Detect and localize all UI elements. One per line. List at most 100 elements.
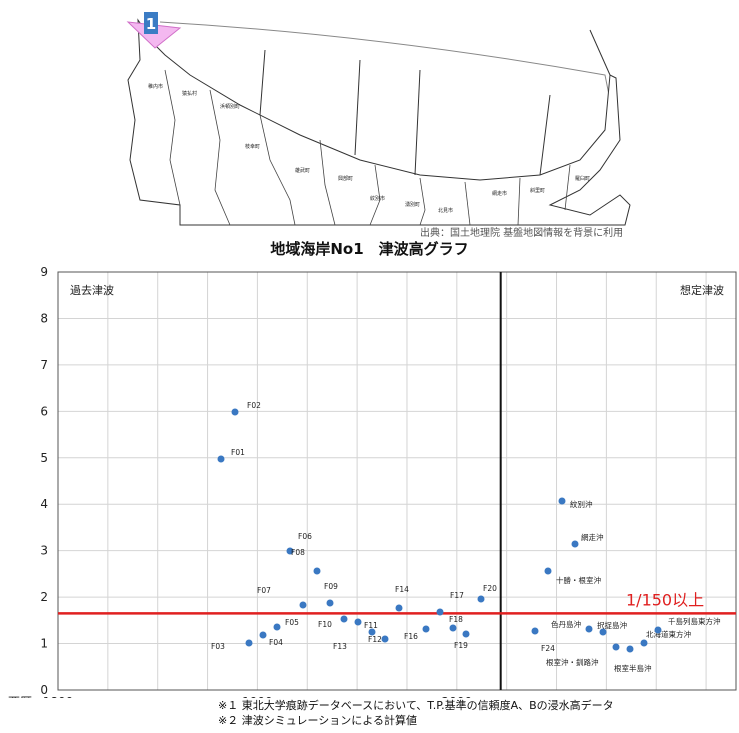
border-line [564, 164, 571, 211]
point-label: 色丹島沖 [551, 619, 581, 629]
point-label: F08 [291, 548, 305, 557]
point-label: F05 [285, 618, 299, 627]
coastline [127, 18, 631, 226]
footnote: ※２ 津波シミュレーションによる計算値 [218, 714, 417, 727]
data-point [436, 608, 444, 616]
border-line [164, 69, 181, 206]
data-point [654, 626, 662, 634]
division-line [589, 29, 611, 76]
division-line [539, 94, 551, 176]
division-line [259, 49, 266, 116]
map-drawing: 1 稚内市 猿払村 浜頓別町 枝幸町 雄武町 興部町 紋別市 湧別町 北見市 網… [126, 12, 631, 226]
border-line [464, 181, 471, 226]
municipality-label: 羅臼町 [575, 175, 590, 182]
y-tick-label: 6 [40, 404, 48, 418]
region-number-badge [144, 12, 158, 34]
data-point [273, 623, 281, 631]
data-point [558, 497, 566, 505]
border-line [419, 177, 426, 226]
x-tick-label: 1800 [43, 695, 74, 698]
x-tick-label: 2000 [442, 695, 473, 698]
point-label: F18 [449, 615, 463, 624]
plot-frame [57, 271, 737, 691]
municipality-label: 浜頓別町 [220, 103, 240, 110]
municipality-label: 湧別町 [405, 201, 420, 208]
location-map: 1 稚内市 猿払村 浜頓別町 枝幸町 雄武町 興部町 紋別市 湧別町 北見市 網… [120, 0, 635, 238]
data-point [422, 625, 430, 633]
border-line [259, 114, 296, 226]
municipality-label: 紋別市 [370, 195, 385, 202]
point-label: F17 [450, 591, 464, 600]
point-label: F03 [211, 642, 225, 651]
data-point [585, 625, 593, 633]
data-point [286, 547, 294, 555]
municipality-label: 雄武町 [295, 167, 310, 174]
border-line [319, 139, 336, 226]
point-label: 網走沖 [581, 532, 604, 542]
point-label: F11 [364, 621, 378, 630]
y-tick-label: 2 [40, 590, 48, 604]
point-label: F19 [454, 641, 468, 650]
data-points: F01 F02 F03 F04 F05 F06 F07 F08 F09 F10 F11 F12 F13 F… [211, 401, 721, 673]
data-point [640, 639, 648, 647]
axis-ticks: 0 1 2 3 4 5 6 7 8 9 1800 1900 2000 [40, 265, 472, 698]
point-label: F06 [298, 532, 312, 541]
point-label: 千島列島東方沖 [668, 616, 721, 626]
footnote: ※１ 東北大学痕跡データベースにおいて、T.P.基準の信頼度A、Bの浸水高データ [218, 699, 614, 712]
tsunami-chart: 1/150以上 過去津波 想定津波 0 1 2 3 4 5 6 7 8 9 1800 1900 2000… [8, 265, 737, 698]
border-line [209, 89, 231, 226]
y-tick-label: 5 [40, 451, 48, 465]
point-label: 北海道東方沖 [646, 629, 691, 639]
y-tick-label: 4 [40, 497, 48, 511]
data-point [245, 639, 253, 647]
data-point [544, 567, 552, 575]
point-label: F24 [541, 644, 555, 653]
data-point [395, 604, 403, 612]
y-tick-label: 3 [40, 544, 48, 558]
data-point [462, 630, 470, 638]
region-label-assumed: 想定津波 [680, 283, 724, 297]
point-label: F02 [247, 401, 261, 410]
footnotes: ※１ 東北大学痕跡データベースにおいて、T.P.基準の信頼度A、Bの浸水高データ… [218, 698, 614, 728]
municipality-label: 斜里町 [530, 187, 545, 194]
point-label: F01 [231, 448, 245, 457]
point-label: F04 [269, 638, 283, 647]
y-tick-label: 1 [40, 637, 48, 651]
data-point [531, 627, 539, 635]
point-label: F20 [483, 584, 497, 593]
municipality-label: 興部町 [338, 175, 353, 182]
y-tick-label: 0 [40, 683, 48, 697]
data-point [354, 618, 362, 626]
municipality-label: 稚内市 [148, 83, 163, 90]
municipality-labels: 稚内市 猿払村 浜頓別町 枝幸町 雄武町 興部町 紋別市 湧別町 北見市 網走市… [148, 83, 590, 214]
data-point [259, 631, 267, 639]
data-point [477, 595, 485, 603]
map-credit: 出典：国土地理院 基盤地図情報を背景に利用 [420, 228, 624, 239]
point-label: 択捉島沖 [597, 620, 627, 630]
division-line [354, 59, 361, 156]
y-tick-label: 9 [40, 265, 48, 279]
chart-title: 地域海岸No1 津波高グラフ [270, 240, 469, 258]
point-label: 根室半島沖 [614, 663, 652, 673]
data-point [381, 635, 389, 643]
municipality-label: 猿払村 [182, 90, 197, 97]
point-label: 十勝・根室沖 [556, 575, 601, 585]
municipality-label: 北見市 [438, 207, 453, 214]
y-tick-label: 8 [40, 311, 48, 325]
data-point [313, 567, 321, 575]
division-line [414, 69, 421, 176]
data-point [571, 540, 579, 548]
y-tick-label: 7 [40, 358, 48, 372]
data-point [340, 615, 348, 623]
data-point [449, 624, 457, 632]
point-label: 紋別沖 [570, 499, 593, 509]
region-label-past: 過去津波 [70, 284, 114, 297]
grid [58, 272, 736, 690]
border-line [517, 177, 521, 226]
point-label: F16 [404, 632, 418, 641]
municipality-label: 網走市 [492, 190, 507, 197]
point-label: F10 [318, 620, 332, 629]
threshold-label: 1/150以上 [626, 590, 704, 609]
data-point [368, 628, 376, 636]
